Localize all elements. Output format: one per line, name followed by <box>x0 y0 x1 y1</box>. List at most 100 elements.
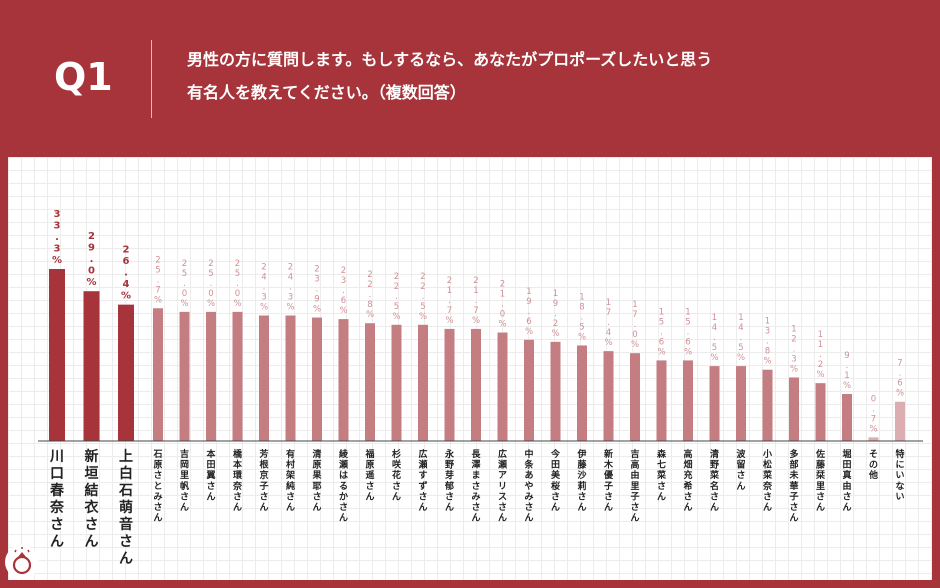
value-label: 2 1. 0% <box>498 280 506 330</box>
category-label: 福原遥さん <box>364 448 374 502</box>
category-label: 佐藤栞里さん <box>815 448 826 513</box>
bar <box>444 328 455 441</box>
bar <box>815 383 826 441</box>
category-label: 永野芽郁さん <box>444 448 455 513</box>
question-number: Q1 <box>54 55 113 99</box>
category-label: 石原さとみさん <box>152 449 162 524</box>
category-label: 杉咲花さん <box>392 448 402 502</box>
bar <box>471 328 481 441</box>
value-label: 1 8. 5% <box>578 292 586 342</box>
bar <box>312 317 322 441</box>
category-label: 清野菜名さん <box>709 448 720 513</box>
category-label: 芳根京子さん <box>259 448 269 513</box>
ring-logo-icon <box>5 545 39 579</box>
value-label: 1 4. 5% <box>710 313 718 363</box>
bar <box>391 324 402 441</box>
category-label: 小松菜奈さん <box>762 448 773 513</box>
bar <box>736 366 746 441</box>
value-label: 2 5. 7% <box>154 255 162 305</box>
category-label: 森七菜さん <box>656 448 667 502</box>
bar <box>656 360 667 441</box>
category-label: 中条あやみさん <box>523 448 534 524</box>
bar <box>338 319 349 441</box>
value-label: 1 4. 5% <box>737 313 745 363</box>
value-label: 2 2. 5% <box>419 272 427 322</box>
bar <box>365 323 375 441</box>
value-label: 2 5. 0% <box>233 259 241 309</box>
bar-chart: 3 3. 3 % 川口春奈さん 2 9. 0 % 新垣結衣さん 2 6. 4 % 上白石萌音さん 2 5. 7 % 石… <box>38 209 923 567</box>
bar <box>709 366 720 441</box>
value-label: 1 1. 2% <box>816 330 824 380</box>
value-label: 2 1. 7% <box>445 276 453 326</box>
chart-panel: 3 3. 3% 川口春奈さん 2 9. 0% 新垣結衣さん 2 6. 4% 上白石萌音さん 2 5. 7% 石… <box>8 157 932 580</box>
question-text: 男性の方に質問します。もしするなら、あなたがプロポーズしたいと思う 有名人を教え… <box>187 43 927 109</box>
value-label: 7. 6% <box>896 359 904 399</box>
category-label: 川口春奈さん <box>49 449 65 550</box>
bar <box>789 377 799 441</box>
bar <box>83 291 100 441</box>
value-label: 9. 1% <box>843 351 851 391</box>
category-label: 上白石萌音さん <box>118 449 133 567</box>
category-label: 綾瀬はるかさん <box>339 448 349 524</box>
bar <box>118 304 134 441</box>
header-divider <box>151 40 152 118</box>
bar <box>232 311 243 441</box>
value-label: 1 2. 3% <box>790 324 798 374</box>
value-label: 1 5. 6% <box>657 307 665 357</box>
category-label: 伊藤沙莉さん <box>576 448 587 513</box>
question-line-1: 男性の方に質問します。もしするなら、あなたがプロポーズしたいと思う <box>187 50 713 69</box>
bar <box>683 360 693 441</box>
category-label: 今田美桜さん <box>550 448 561 513</box>
value-label: 1 3. 8% <box>763 317 771 367</box>
bar <box>524 339 534 441</box>
bar <box>206 311 216 441</box>
category-label: 多部未華子さん <box>788 448 799 524</box>
category-label: 長澤まさみさん <box>471 449 481 524</box>
category-label: 広瀬すずさん <box>418 448 427 513</box>
category-label: 有村架純さん <box>285 448 295 513</box>
question-line-2: 有名人を教えてください。（複数回答） <box>187 83 466 102</box>
value-label: 1 5. 6% <box>684 307 692 357</box>
bar <box>497 332 508 441</box>
bar <box>603 351 614 441</box>
category-label: 堀田真由さん <box>842 448 851 513</box>
category-label: 特にいない <box>895 448 904 502</box>
header: Q1 男性の方に質問します。もしするなら、あなたがプロポーズしたいと思う 有名人… <box>0 0 940 158</box>
value-label: 2 5. 0% <box>180 259 188 309</box>
bar <box>868 437 879 441</box>
bar <box>153 308 163 441</box>
value-label: 2 1. 7% <box>472 276 480 326</box>
value-label: 2 4. 3% <box>286 262 294 312</box>
bar <box>895 401 905 441</box>
bar <box>842 393 852 441</box>
value-label: 0. 7% <box>869 394 877 434</box>
bar <box>762 369 773 441</box>
bar <box>179 311 190 441</box>
value-label: 2 3. 6% <box>339 266 347 316</box>
category-label: 新木優子さん <box>603 448 614 513</box>
value-label: 2 4. 3% <box>260 262 268 312</box>
value-label: 2 5. 0% <box>207 259 215 309</box>
bar <box>630 353 640 441</box>
value-label: 1 9. 2% <box>551 289 559 339</box>
value-label: 3 3. 3% <box>52 209 62 266</box>
category-label: 本田翼さん <box>205 448 216 502</box>
value-label: 1 9. 6% <box>525 287 533 337</box>
value-label: 2 6. 4% <box>121 245 131 302</box>
category-label: 吉岡里帆さん <box>180 448 189 513</box>
bar <box>550 341 561 441</box>
category-label: 新垣結衣さん <box>85 448 100 550</box>
category-label: 広瀬アリスさん <box>498 448 507 524</box>
category-label: 橋本環奈さん <box>232 448 243 513</box>
value-label: 2 2. 5% <box>392 272 400 322</box>
bar <box>418 324 428 441</box>
category-label: 高畑充希さん <box>683 448 692 513</box>
value-label: 2 3. 9% <box>313 265 321 315</box>
value-label: 2 9. 0% <box>86 231 96 288</box>
bar <box>49 269 65 441</box>
bar <box>259 315 269 441</box>
value-label: 2 2. 8% <box>366 270 374 320</box>
value-label: 1 7. 4% <box>604 298 612 348</box>
category-label: その他 <box>868 449 878 481</box>
value-label: 1 7. 0% <box>631 300 639 350</box>
